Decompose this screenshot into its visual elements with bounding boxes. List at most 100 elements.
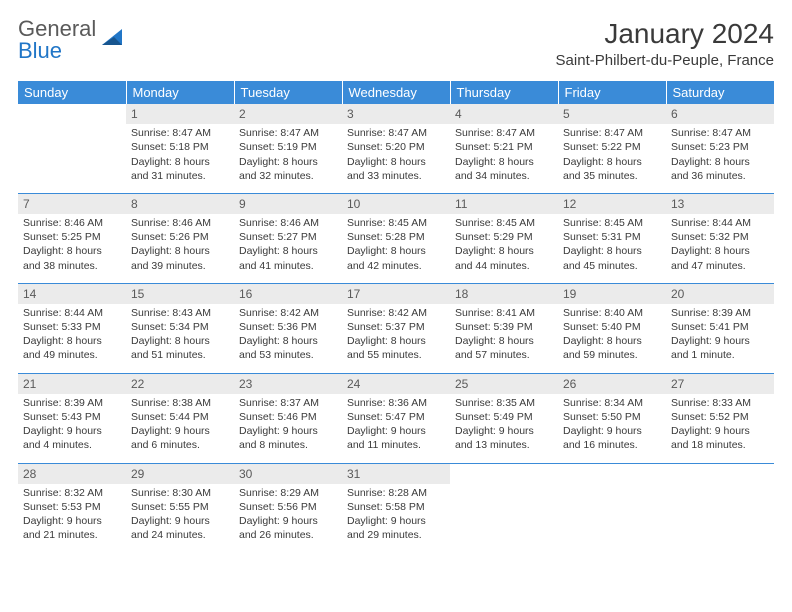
day-number: 23 xyxy=(234,374,342,394)
calendar-cell: 6Sunrise: 8:47 AMSunset: 5:23 PMDaylight… xyxy=(666,104,774,193)
calendar-cell: 19Sunrise: 8:40 AMSunset: 5:40 PMDayligh… xyxy=(558,283,666,373)
day-number: 17 xyxy=(342,284,450,304)
calendar-cell: 20Sunrise: 8:39 AMSunset: 5:41 PMDayligh… xyxy=(666,283,774,373)
day-content: Sunrise: 8:39 AMSunset: 5:41 PMDaylight:… xyxy=(666,304,774,373)
day-number: 11 xyxy=(450,194,558,214)
calendar-cell: 12Sunrise: 8:45 AMSunset: 5:31 PMDayligh… xyxy=(558,193,666,283)
day-content: Sunrise: 8:47 AMSunset: 5:18 PMDaylight:… xyxy=(126,124,234,193)
day-content: Sunrise: 8:46 AMSunset: 5:27 PMDaylight:… xyxy=(234,214,342,283)
day-header: Wednesday xyxy=(342,81,450,104)
calendar-row: 28Sunrise: 8:32 AMSunset: 5:53 PMDayligh… xyxy=(18,463,774,552)
calendar-cell: 22Sunrise: 8:38 AMSunset: 5:44 PMDayligh… xyxy=(126,373,234,463)
day-content: Sunrise: 8:29 AMSunset: 5:56 PMDaylight:… xyxy=(234,484,342,553)
calendar-cell: 15Sunrise: 8:43 AMSunset: 5:34 PMDayligh… xyxy=(126,283,234,373)
day-number: 6 xyxy=(666,104,774,124)
day-number: 21 xyxy=(18,374,126,394)
day-header: Sunday xyxy=(18,81,126,104)
calendar-cell: 13Sunrise: 8:44 AMSunset: 5:32 PMDayligh… xyxy=(666,193,774,283)
day-content: Sunrise: 8:40 AMSunset: 5:40 PMDaylight:… xyxy=(558,304,666,373)
day-content: Sunrise: 8:37 AMSunset: 5:46 PMDaylight:… xyxy=(234,394,342,463)
calendar-cell: 30Sunrise: 8:29 AMSunset: 5:56 PMDayligh… xyxy=(234,463,342,552)
day-number: 25 xyxy=(450,374,558,394)
day-number: 14 xyxy=(18,284,126,304)
day-header: Saturday xyxy=(666,81,774,104)
calendar-cell: 18Sunrise: 8:41 AMSunset: 5:39 PMDayligh… xyxy=(450,283,558,373)
calendar-cell: 2Sunrise: 8:47 AMSunset: 5:19 PMDaylight… xyxy=(234,104,342,193)
day-content: Sunrise: 8:47 AMSunset: 5:21 PMDaylight:… xyxy=(450,124,558,193)
day-content: Sunrise: 8:30 AMSunset: 5:55 PMDaylight:… xyxy=(126,484,234,553)
day-content: Sunrise: 8:32 AMSunset: 5:53 PMDaylight:… xyxy=(18,484,126,553)
day-content: Sunrise: 8:42 AMSunset: 5:36 PMDaylight:… xyxy=(234,304,342,373)
calendar-cell: 3Sunrise: 8:47 AMSunset: 5:20 PMDaylight… xyxy=(342,104,450,193)
day-number: 22 xyxy=(126,374,234,394)
calendar-cell: 27Sunrise: 8:33 AMSunset: 5:52 PMDayligh… xyxy=(666,373,774,463)
day-content: Sunrise: 8:44 AMSunset: 5:33 PMDaylight:… xyxy=(18,304,126,373)
day-number: 15 xyxy=(126,284,234,304)
day-number: 12 xyxy=(558,194,666,214)
calendar-cell xyxy=(558,463,666,552)
calendar-cell: 4Sunrise: 8:47 AMSunset: 5:21 PMDaylight… xyxy=(450,104,558,193)
day-content: Sunrise: 8:35 AMSunset: 5:49 PMDaylight:… xyxy=(450,394,558,463)
day-content: Sunrise: 8:39 AMSunset: 5:43 PMDaylight:… xyxy=(18,394,126,463)
day-content: Sunrise: 8:33 AMSunset: 5:52 PMDaylight:… xyxy=(666,394,774,463)
calendar-body: 1Sunrise: 8:47 AMSunset: 5:18 PMDaylight… xyxy=(18,104,774,552)
day-number: 13 xyxy=(666,194,774,214)
day-number: 20 xyxy=(666,284,774,304)
day-content: Sunrise: 8:38 AMSunset: 5:44 PMDaylight:… xyxy=(126,394,234,463)
day-number: 24 xyxy=(342,374,450,394)
day-content: Sunrise: 8:47 AMSunset: 5:22 PMDaylight:… xyxy=(558,124,666,193)
day-number: 3 xyxy=(342,104,450,124)
day-content: Sunrise: 8:45 AMSunset: 5:29 PMDaylight:… xyxy=(450,214,558,283)
calendar-cell xyxy=(666,463,774,552)
logo-triangle-icon xyxy=(100,25,126,56)
calendar-cell xyxy=(450,463,558,552)
day-number: 4 xyxy=(450,104,558,124)
day-number: 8 xyxy=(126,194,234,214)
calendar-cell: 1Sunrise: 8:47 AMSunset: 5:18 PMDaylight… xyxy=(126,104,234,193)
day-number: 9 xyxy=(234,194,342,214)
calendar-cell: 7Sunrise: 8:46 AMSunset: 5:25 PMDaylight… xyxy=(18,193,126,283)
calendar-cell: 17Sunrise: 8:42 AMSunset: 5:37 PMDayligh… xyxy=(342,283,450,373)
logo: General Blue xyxy=(18,18,126,62)
day-content: Sunrise: 8:34 AMSunset: 5:50 PMDaylight:… xyxy=(558,394,666,463)
day-number: 29 xyxy=(126,464,234,484)
calendar-cell: 21Sunrise: 8:39 AMSunset: 5:43 PMDayligh… xyxy=(18,373,126,463)
day-content: Sunrise: 8:43 AMSunset: 5:34 PMDaylight:… xyxy=(126,304,234,373)
day-number: 28 xyxy=(18,464,126,484)
day-number: 7 xyxy=(18,194,126,214)
day-header-row: SundayMondayTuesdayWednesdayThursdayFrid… xyxy=(18,81,774,104)
day-content: Sunrise: 8:47 AMSunset: 5:20 PMDaylight:… xyxy=(342,124,450,193)
day-number: 16 xyxy=(234,284,342,304)
day-header: Thursday xyxy=(450,81,558,104)
location: Saint-Philbert-du-Peuple, France xyxy=(556,52,774,69)
day-content: Sunrise: 8:47 AMSunset: 5:23 PMDaylight:… xyxy=(666,124,774,193)
day-number: 26 xyxy=(558,374,666,394)
day-number: 27 xyxy=(666,374,774,394)
calendar-cell: 16Sunrise: 8:42 AMSunset: 5:36 PMDayligh… xyxy=(234,283,342,373)
calendar-cell: 9Sunrise: 8:46 AMSunset: 5:27 PMDaylight… xyxy=(234,193,342,283)
header-right: January 2024 Saint-Philbert-du-Peuple, F… xyxy=(556,18,774,69)
calendar-cell: 23Sunrise: 8:37 AMSunset: 5:46 PMDayligh… xyxy=(234,373,342,463)
page-header: General Blue January 2024 Saint-Philbert… xyxy=(18,18,774,69)
calendar-row: 21Sunrise: 8:39 AMSunset: 5:43 PMDayligh… xyxy=(18,373,774,463)
day-number: 31 xyxy=(342,464,450,484)
day-number: 30 xyxy=(234,464,342,484)
calendar-table: SundayMondayTuesdayWednesdayThursdayFrid… xyxy=(18,81,774,552)
day-number: 1 xyxy=(126,104,234,124)
calendar-row: 1Sunrise: 8:47 AMSunset: 5:18 PMDaylight… xyxy=(18,104,774,193)
calendar-cell: 26Sunrise: 8:34 AMSunset: 5:50 PMDayligh… xyxy=(558,373,666,463)
day-content: Sunrise: 8:36 AMSunset: 5:47 PMDaylight:… xyxy=(342,394,450,463)
day-content: Sunrise: 8:47 AMSunset: 5:19 PMDaylight:… xyxy=(234,124,342,193)
calendar-cell: 8Sunrise: 8:46 AMSunset: 5:26 PMDaylight… xyxy=(126,193,234,283)
day-number: 2 xyxy=(234,104,342,124)
calendar-row: 7Sunrise: 8:46 AMSunset: 5:25 PMDaylight… xyxy=(18,193,774,283)
day-header: Monday xyxy=(126,81,234,104)
day-content: Sunrise: 8:45 AMSunset: 5:28 PMDaylight:… xyxy=(342,214,450,283)
calendar-cell: 25Sunrise: 8:35 AMSunset: 5:49 PMDayligh… xyxy=(450,373,558,463)
day-number: 5 xyxy=(558,104,666,124)
calendar-cell xyxy=(18,104,126,193)
calendar-cell: 10Sunrise: 8:45 AMSunset: 5:28 PMDayligh… xyxy=(342,193,450,283)
day-content: Sunrise: 8:41 AMSunset: 5:39 PMDaylight:… xyxy=(450,304,558,373)
calendar-cell: 24Sunrise: 8:36 AMSunset: 5:47 PMDayligh… xyxy=(342,373,450,463)
day-number: 18 xyxy=(450,284,558,304)
